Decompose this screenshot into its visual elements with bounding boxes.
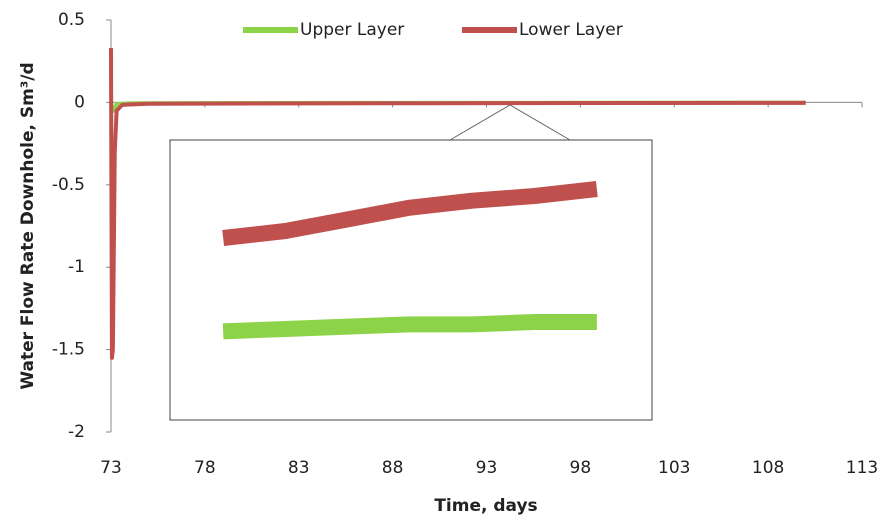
data-line	[109, 48, 806, 360]
y-tick-label: -2	[68, 422, 85, 442]
y-tick-label: -1.5	[52, 340, 85, 360]
x-tick-label: 113	[846, 458, 878, 478]
x-tick-label: 78	[194, 458, 216, 478]
x-tick-label: 88	[382, 458, 404, 478]
legend-label: Lower Layer	[519, 20, 623, 40]
x-tick-label: 98	[570, 458, 592, 478]
y-tick-label: -1	[68, 257, 85, 277]
y-tick-label: 0.5	[58, 10, 85, 30]
x-tick-label: 73	[100, 458, 122, 478]
y-tick-label: 0	[74, 92, 85, 112]
data-line	[222, 314, 597, 340]
legend-label: Upper Layer	[300, 20, 404, 40]
x-tick-label: 93	[476, 458, 498, 478]
x-tick-label: 103	[658, 458, 690, 478]
y-tick-label: -0.5	[52, 175, 85, 195]
data-line	[222, 181, 598, 246]
x-tick-label: 83	[288, 458, 310, 478]
x-axis-title: Time, days	[434, 496, 537, 516]
y-axis-title: Water Flow Rate Downhole, Sm³/d	[18, 62, 38, 389]
x-tick-label: 108	[752, 458, 784, 478]
inset-frame	[169, 139, 653, 421]
inset-pointer	[449, 104, 571, 141]
